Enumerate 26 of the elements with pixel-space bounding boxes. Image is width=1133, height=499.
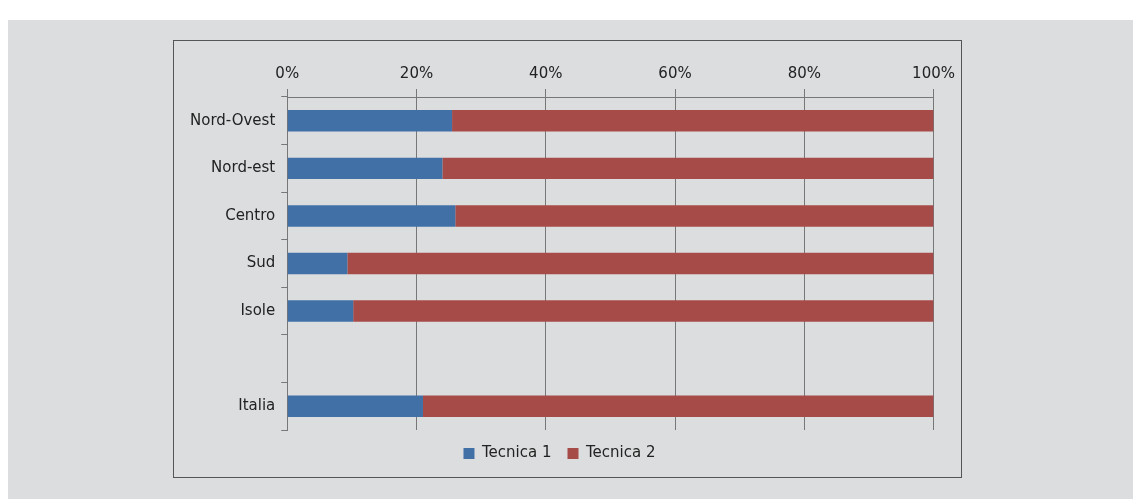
bar	[452, 110, 934, 132]
y-tick-label: Nord-est	[211, 158, 276, 177]
y-tick-label: Nord-Ovest	[190, 110, 276, 129]
bar	[287, 157, 443, 180]
bar	[287, 252, 348, 275]
bar	[287, 110, 453, 132]
bar	[455, 205, 934, 227]
y-tick-label: Italia	[238, 396, 276, 415]
bar	[347, 252, 934, 275]
y-tick-label: Centro	[225, 205, 276, 224]
legend-label: Tecnica 2	[585, 443, 656, 462]
x-tick-label: 100%	[912, 63, 955, 82]
x-tick-label: 80%	[787, 63, 821, 82]
bar	[422, 395, 934, 417]
x-tick-label: 40%	[529, 63, 563, 82]
y-tick-label: Sud	[246, 253, 276, 272]
x-tick-label: 0%	[275, 63, 300, 82]
bar	[287, 300, 354, 322]
bar	[287, 395, 423, 417]
x-tick-label: 60%	[658, 63, 692, 82]
bar	[442, 157, 934, 180]
legend-label: Tecnica 1	[480, 443, 552, 462]
x-tick-label: 20%	[399, 63, 434, 82]
y-tick-label: Isole	[240, 300, 276, 319]
bar	[353, 300, 934, 322]
bar	[287, 205, 456, 227]
